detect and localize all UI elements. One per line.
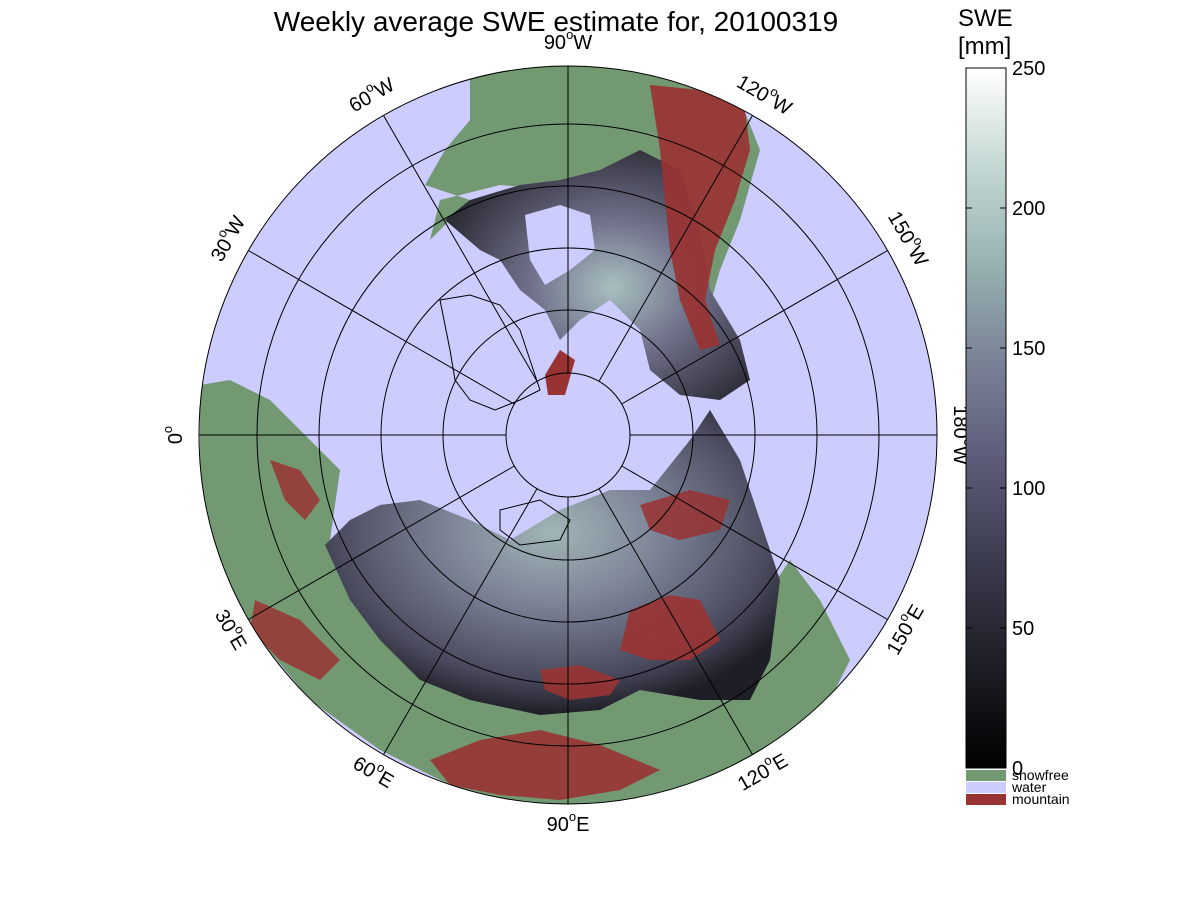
map-boundary: [198, 65, 938, 805]
colorbar-tick-label: 150: [1012, 338, 1045, 360]
colorbar-title-line2: [mm]: [958, 33, 1011, 60]
meridian-line: [621, 465, 888, 620]
longitude-label: 180oW: [949, 405, 976, 465]
arctic-island-outline: [499, 499, 571, 546]
colorbar-tick-label: 0: [1012, 758, 1023, 780]
legend-label-snowfree: snowfree: [1012, 767, 1069, 783]
longitude-label: 90oE: [547, 809, 590, 836]
asia-mountain-region-east: [620, 595, 720, 660]
colorbar-ticks: 0 50 100 150 200 250: [966, 58, 1045, 780]
eurasia-snowfree-region: [200, 380, 850, 804]
legend-label-mountain: mountain: [1012, 791, 1070, 807]
meridian-line: [598, 488, 753, 755]
greenland-outline: [439, 294, 541, 411]
meridian-line: [598, 115, 753, 382]
longitude-label: 90oW: [544, 27, 592, 54]
colorbar-tick-label: 200: [1012, 198, 1045, 220]
meridian-line: [621, 250, 888, 405]
map-disc: [199, 66, 937, 804]
legend-swatch-water: [966, 782, 1006, 793]
legend-swatch-snowfree: [966, 770, 1006, 781]
meridian-line: [248, 465, 515, 620]
meridian-line: [383, 488, 538, 755]
colorbar-tick-label: 100: [1012, 478, 1045, 500]
asia-mountain-region-south: [540, 665, 620, 700]
meridian-line: [383, 115, 538, 382]
scandinavia-mountain-region: [270, 460, 320, 520]
europe-mountain-region: [250, 600, 340, 680]
longitude-label: 30oW: [203, 210, 250, 265]
colorbar-gradient: [965, 67, 1007, 769]
longitude-label: 60oW: [343, 70, 398, 117]
colorbar-title-line1: SWE: [958, 5, 1013, 32]
legend-label-water: water: [1011, 779, 1047, 795]
meridian-lines: [199, 66, 937, 804]
colorbar-tick-label: 250: [1012, 58, 1045, 80]
asia-mountain-region-central: [430, 730, 660, 800]
hudson-bay: [525, 205, 595, 285]
legend-swatch-mountain: [966, 794, 1006, 805]
colorbar: SWE [mm] 0 50 100 150 200 250: [958, 5, 1045, 780]
colorbar-tick-label: 50: [1012, 618, 1034, 640]
rockies-mountain-region: [650, 85, 750, 350]
meridian-line: [248, 250, 515, 405]
longitude-label: 0o: [160, 426, 187, 444]
east-siberia-mountain-region: [640, 490, 730, 540]
map-title: Weekly average SWE estimate for, 2010031…: [274, 6, 838, 37]
